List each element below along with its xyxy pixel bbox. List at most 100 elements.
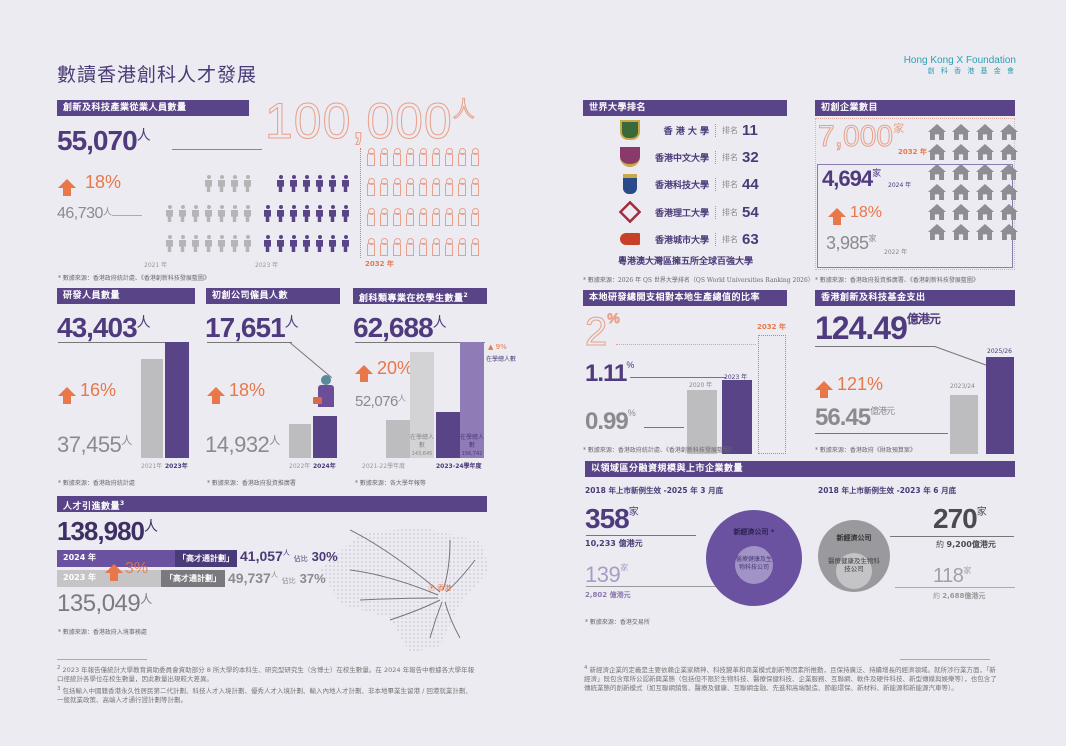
listings-right-period: 2018 年上市新例生效 -2023 年 6 月底 [818,486,957,495]
person-outline-icon [366,148,375,166]
bar-total-2023 [460,342,484,458]
rank-label: 排名 [722,152,738,162]
rd-bar-chart [141,342,189,458]
person-icon [328,205,337,222]
startups-target-value: 7,000家 [817,120,904,154]
connector-line [207,342,292,343]
bar-stem-2021 [386,420,410,458]
connector-line [58,342,188,343]
value-text: 118 [933,565,964,587]
person-outline-icon [470,178,479,196]
rd-year-2023: 2023年 [165,463,188,470]
footnote-text: 包括輸入中國籍香港永久性居民第二代計劃、科技人才入境計劃、優秀人才入境計劃、輸入… [57,687,472,705]
person-icon [276,175,285,192]
startup-employees-year-2024: 2024年 [313,463,336,470]
house-icon [952,204,970,220]
house-icon [928,124,946,140]
pin-label: 香港 [437,584,452,592]
listings-right-biotech-funds: 約 2,688億港元 [933,591,985,601]
unit-text: 人 [432,314,447,330]
connector-line [890,536,1014,537]
startup-employees-current-value: 17,651人 [205,312,299,344]
person-icon [178,205,187,222]
unit-text: 家 [620,563,628,572]
startup-employees-year-2022: 2022年 [289,463,311,470]
source-note: * 數據來源：香港政府投資推廣署、《香港創新科技發展藍圖》 [815,277,979,284]
innotech-previous-value: 46,730人 [57,205,112,223]
house-icon [976,204,994,220]
stem-students-previous-value: 52,076人 [355,393,406,410]
growth-text: 3% [125,560,149,577]
connector-line [815,346,935,347]
rd-gdp-current-value: 1.11% [585,360,634,388]
talent-row-2024-stats: 41,057人 佔比 30% [240,548,338,564]
value-text: 9,200億港元 [946,540,996,549]
businessman-icon [313,375,336,415]
value-text: 49,737 [228,570,271,586]
person-icon [276,235,285,252]
person-outline-icon [418,238,427,256]
house-icon [1000,184,1018,200]
year-label: 2024 年 [63,553,97,562]
growth-text: 20% [377,358,414,378]
house-icons-grid [925,122,1021,242]
source-note: * 數據來源：香港政府《財政預算案》 [815,447,916,454]
person-icon [165,235,174,252]
house-icon [928,224,946,240]
person-outline-icon [457,208,466,226]
section-header-rd-personnel: 研發人員數量 [57,288,195,304]
footnote-marker: 2 [463,292,469,299]
rank-value: 54 [742,203,759,221]
unit-text: 億港元 [906,312,941,326]
person-outline-icon [457,148,466,166]
unit-text: 人 [270,572,278,579]
person-icon [263,205,272,222]
section-header-startup-employees: 初創公司僱員人數 [206,288,340,304]
hku-logo-icon [620,120,640,140]
footnote-3: 3 包括輸入中國籍香港永久性居民第二代計劃、科技人才入境計劃、優秀人才入境計劃、… [57,685,477,705]
rank-value: 63 [742,230,759,248]
person-icon [217,235,226,252]
source-note: * 數據來源：香港交易所 [585,619,650,626]
brand-logo: Hong Kong X Foundation 創 科 香 港 基 金 會 [904,55,1016,76]
value-text: 55,070 [57,125,138,156]
person-icon [191,235,200,252]
header-text: 人才引進數量 [63,502,121,512]
university-name: 香港理工大學 [654,205,716,219]
rd-previous-value: 37,455人 [57,432,132,458]
unit-text: % [607,310,620,327]
value-text: 41,057 [240,548,283,564]
share-value: 37% [299,571,326,586]
growth-text: 16% [80,380,117,400]
growth-text: 121% [837,374,884,394]
label-text: 在學總人數 [410,434,435,449]
person-icon [217,175,226,192]
connector-line [934,346,987,366]
total-growth: ▲ 9% [488,343,507,351]
value-text: 139 [585,562,621,587]
person-outline-icon [444,178,453,196]
person-icon [230,175,239,192]
house-icon [952,164,970,180]
rank-value: 44 [742,175,759,193]
house-icon [1000,164,1018,180]
arrow-up-icon [58,178,76,196]
unit-text: 家 [872,168,881,178]
connector-line [630,377,726,378]
house-icon [952,124,970,140]
talent-growth: 3% [105,560,149,582]
university-name: 香港城市大學 [654,232,716,246]
total-curr-label: 在學總人數 156,742 [460,434,484,458]
person-icon [341,235,350,252]
person-outline-icon [379,148,388,166]
person-icon [204,175,213,192]
value-text: 3,985 [826,233,869,253]
person-icon [302,235,311,252]
person-icon [276,205,285,222]
rd-gdp-previous-value: 0.99% [585,408,636,436]
bar-total-2021 [410,352,434,458]
target-dotted-line [360,148,361,258]
target-bar-outline [758,335,786,454]
stem-year-2021: 2021-22學年度 [362,463,406,470]
startups-target-year: 2032 年 [898,148,927,156]
